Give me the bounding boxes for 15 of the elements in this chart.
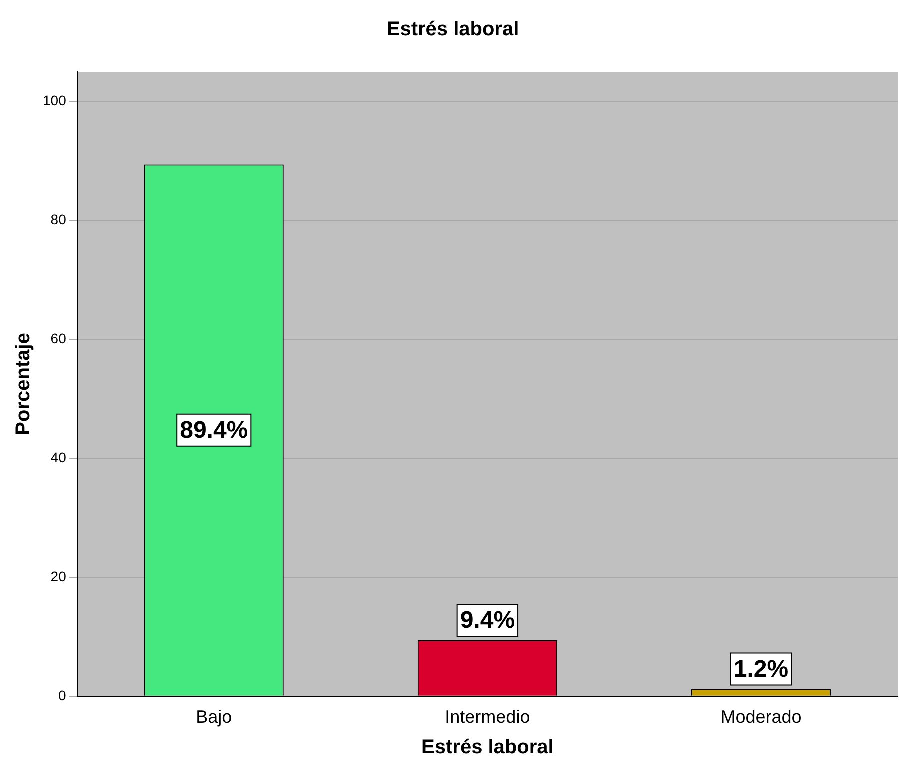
y-tick-label: 60 (50, 330, 67, 346)
data-label: 1.2% (734, 656, 789, 683)
y-axis-title: Porcentaje (12, 333, 35, 436)
y-tick-label: 80 (50, 212, 67, 228)
x-tick-label: Intermedio (445, 707, 530, 728)
chart-title: Estrés laboral (386, 18, 520, 41)
x-axis-title: Estrés laboral (422, 736, 554, 759)
data-label: 9.4% (460, 607, 516, 634)
x-tick-label: Moderado (720, 707, 802, 728)
y-tick-label: 0 (58, 687, 67, 704)
x-tick-label: Bajo (196, 707, 232, 728)
y-tick-label: 100 (43, 92, 67, 109)
y-tick-label: 40 (50, 449, 67, 466)
data-label: 89.4% (180, 416, 248, 444)
y-tick-label: 20 (50, 568, 67, 584)
